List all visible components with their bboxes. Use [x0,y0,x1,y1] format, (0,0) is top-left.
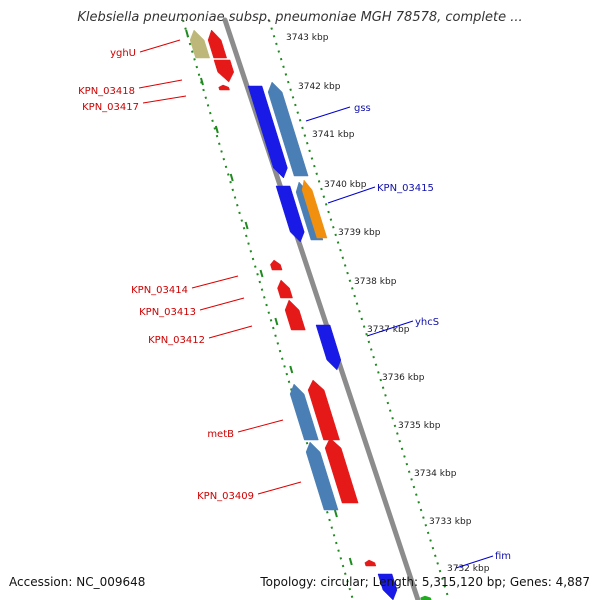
gene-arrow [289,383,319,441]
gene-label-leader [208,325,253,339]
ruler-tick-label: 3740 kbp [324,180,367,190]
ruler-tick-dash [200,77,204,86]
gene-label-leader [138,79,183,89]
gene-label-leader [199,297,245,311]
gene-label: KPN_03409 [197,491,254,502]
ruler-tick-label: 3735 kbp [398,421,441,431]
ruler-tick-label: 3739 kbp [338,228,381,238]
gene-arrow [305,441,339,511]
accession-text: Accession: NC_009648 [9,575,146,589]
gene-arrow [207,29,228,59]
ruler-tick-label: 3732 kbp [447,564,490,574]
ruler-tick-dash [214,125,219,134]
ruler-tick-dash [348,557,353,566]
gene-arrow [189,29,211,59]
gene-arrow [301,179,328,239]
gene-label: yghU [110,48,136,59]
ruler-tick-dash [185,29,190,38]
ruler-tick-label: 3741 kbp [312,130,355,140]
ruler-tick-dash [259,269,264,278]
gene-label: fim [495,551,511,562]
gene-label: KPN_03415 [377,183,434,194]
gene-arrow [277,279,293,299]
gene-arrow [377,573,398,600]
gene-label: yhcS [415,317,439,328]
gene-arrow [275,185,305,243]
gene-label-leader [366,320,414,337]
gene-label: KPN_03417 [82,102,139,113]
gene-label-leader [191,275,239,289]
gene-arrow [284,299,306,331]
genome-summary-text: Topology: circular; Length: 5,315,120 bp… [260,575,590,589]
ruler-tick-label: 3738 kbp [354,277,397,287]
ruler-tick-label: 3733 kbp [429,517,472,527]
gene-arrow [213,59,235,83]
gene-arrow [267,81,309,177]
ruler-tick-label: 3734 kbp [414,469,457,479]
gene-arrow [324,437,359,504]
gene-label: metB [207,429,234,440]
gene-label-leader [305,106,351,122]
ruler-tick-dash [229,173,234,182]
gene-label: KPN_03413 [139,307,196,318]
gene-label: KPN_03412 [148,335,205,346]
ruler-tick-dash [333,509,338,518]
gene-label: gss [354,103,371,114]
gene-label: KPN_03414 [131,285,188,296]
gene-label: KPN_03418 [78,86,135,97]
gene-arrow [315,324,342,371]
ruler-tick-label: 3743 kbp [286,33,329,43]
ruler-tick-label: 3742 kbp [298,82,341,92]
gene-arrow [247,85,288,179]
gene-arrow [364,559,377,567]
gene-arrow [420,595,432,600]
gene-label-leader [142,95,187,104]
ruler-tick-label: 3737 kbp [367,325,410,335]
gene-arrow [218,84,230,91]
genome-backbone [222,17,421,600]
gene-label-leader [327,186,376,204]
gene-label-leader [237,419,284,433]
gene-arrow [270,259,283,271]
ruler-tick-dash [274,317,279,326]
gene-label-leader [455,555,494,569]
ruler-tick-dash [244,221,249,230]
ruler-tick-dash [289,365,294,374]
ruler-tick-label: 3736 kbp [382,373,425,383]
gene-label-leader [257,481,302,495]
map-title: Klebsiella pneumoniae subsp. pneumoniae … [77,10,523,25]
gene-label-leader [139,39,181,53]
